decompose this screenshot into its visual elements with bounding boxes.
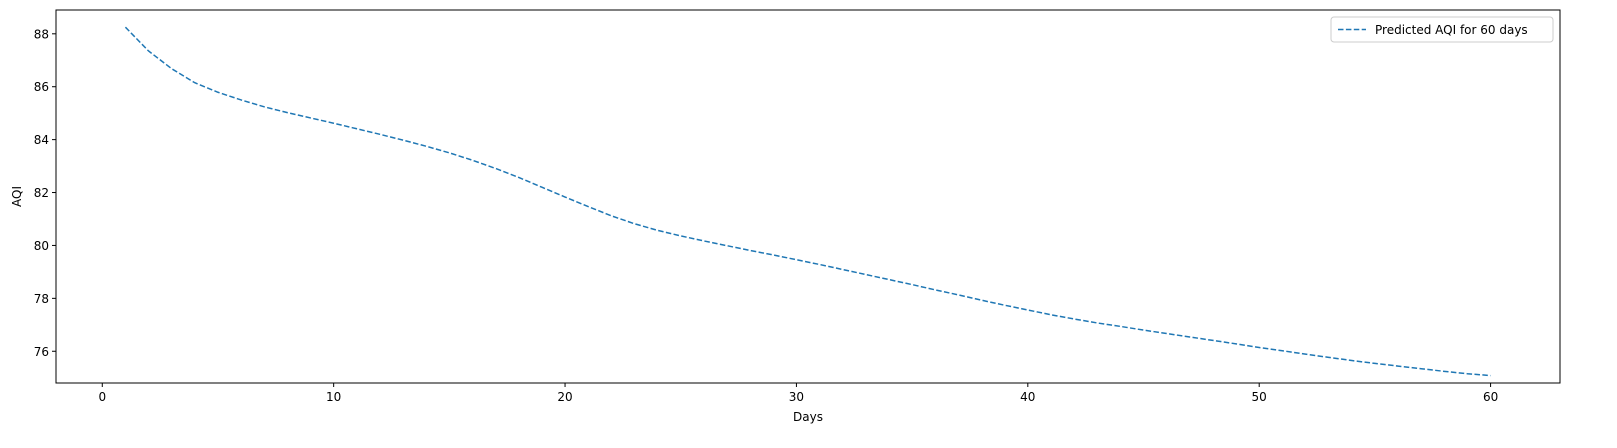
y-axis-ticks: 76 78 80 82 84 86 88 [34,27,56,359]
legend-box [1330,16,1554,43]
series-line-0 [124,26,1491,377]
x-tick-label: 40 [1020,390,1035,404]
legend: Predicted AQI for 60 days [1330,16,1554,43]
y-tick-label: 80 [34,239,49,253]
x-tick-label: 0 [98,390,106,404]
y-tick-label: 88 [34,27,49,41]
series-lines [124,26,1491,377]
y-axis-label: AQI [10,186,24,207]
x-tick-label: 10 [326,390,341,404]
x-tick-label: 50 [1252,390,1267,404]
x-axis-label: Days [793,410,823,424]
legend-label: Predicted AQI for 60 days [1375,23,1528,37]
axes-frame [55,9,1561,384]
x-tick-label: 60 [1483,390,1498,404]
y-tick-label: 78 [34,292,49,306]
x-tick-label: 30 [789,390,804,404]
y-tick-label: 84 [34,133,49,147]
x-axis-ticks: 0 10 20 30 40 50 60 [98,383,1498,404]
y-tick-label: 76 [34,345,49,359]
y-tick-label: 86 [34,80,49,94]
x-tick-label: 20 [557,390,572,404]
y-tick-label: 82 [34,186,49,200]
